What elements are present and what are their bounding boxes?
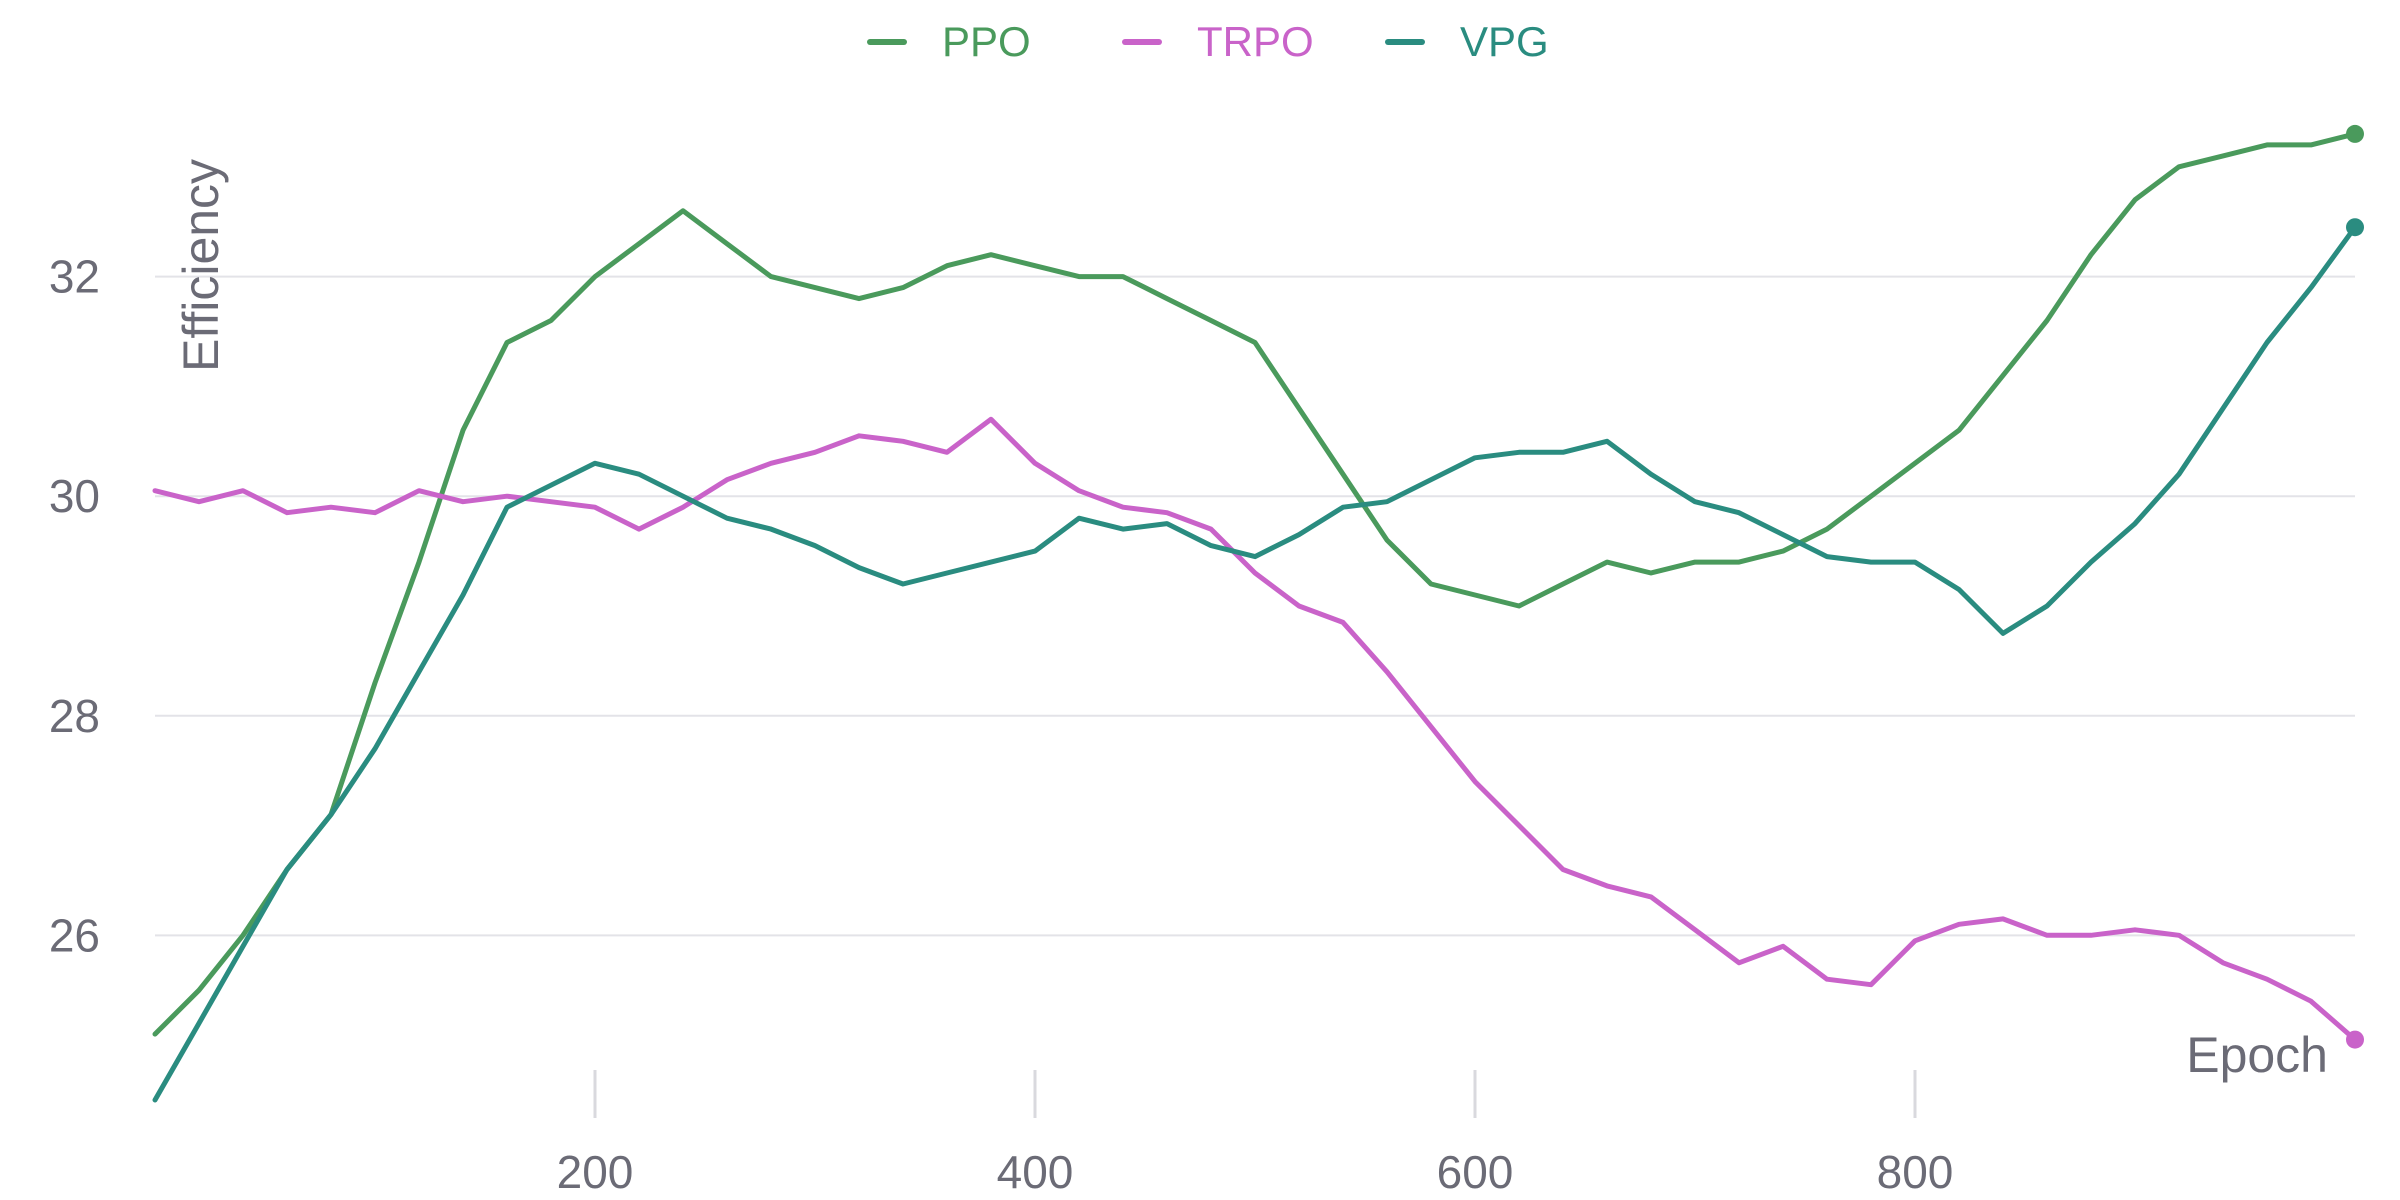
x-tick-label-0: 200 (557, 1146, 634, 1198)
x-tick-label-3: 800 (1877, 1146, 1954, 1198)
x-tick-label-2: 600 (1437, 1146, 1514, 1198)
y-tick-label-2: 30 (49, 470, 100, 522)
series-lines (152, 124, 2364, 1103)
legend-label-trpo: TRPO (1197, 18, 1314, 65)
series-end-point-vpg (2346, 218, 2364, 237)
series-line-trpo (152, 416, 2358, 1043)
legend: PPO TRPO VPG (867, 18, 1549, 65)
y-axis: 26 28 30 32 (49, 251, 100, 962)
series-end-point-ppo (2346, 124, 2364, 143)
series-end-point-trpo (2346, 1030, 2364, 1049)
x-axis-title: Epoch (2186, 1027, 2328, 1083)
y-tick-label-1: 28 (49, 690, 100, 742)
x-axis: 200 400 600 800 (557, 1070, 1954, 1198)
legend-label-ppo: PPO (942, 18, 1031, 65)
series-line-ppo (152, 131, 2358, 1037)
legend-label-vpg: VPG (1460, 18, 1549, 65)
y-axis-title: Efficiency (173, 159, 229, 372)
x-tick-label-1: 400 (997, 1146, 1074, 1198)
series-line-vpg (152, 224, 2358, 1103)
grid (155, 275, 2355, 937)
y-tick-label-0: 26 (49, 909, 100, 961)
y-tick-label-3: 32 (49, 251, 100, 303)
